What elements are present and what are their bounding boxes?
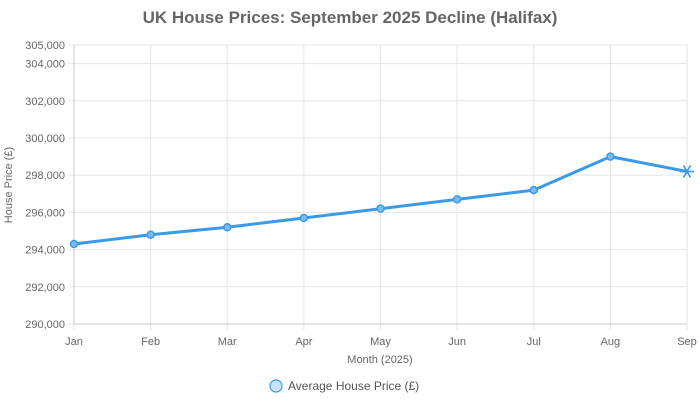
y-axis-ticks: 290,000 292,000 294,000 296,000 298,000 300,0… <box>25 40 65 331</box>
y-tick-label: 298,000 <box>25 170 65 182</box>
x-tick-label: Aug <box>601 336 621 348</box>
y-tick-label: 304,000 <box>25 59 65 71</box>
data-point[interactable] <box>69 239 79 249</box>
chart-title: UK House Prices: September 2025 Decline … <box>143 8 558 27</box>
x-tick-label: Jun <box>448 336 466 348</box>
y-tick-label: 300,000 <box>25 133 65 145</box>
y-tick-label: 292,000 <box>25 282 65 294</box>
y-tick-label: 290,000 <box>25 319 65 331</box>
data-point[interactable] <box>146 230 155 239</box>
data-point[interactable] <box>452 195 462 204</box>
x-tick-label: Jan <box>65 336 83 348</box>
data-point[interactable] <box>299 213 309 223</box>
y-tick-label: 296,000 <box>25 207 65 219</box>
x-axis-label: Month (2025) <box>347 354 412 366</box>
y-tick-label: 302,000 <box>25 96 65 108</box>
x-tick-label: Jul <box>527 336 541 348</box>
y-tick-label: 305,000 <box>25 40 65 52</box>
data-point[interactable] <box>606 152 615 161</box>
data-point[interactable] <box>376 204 385 213</box>
data-point[interactable] <box>529 185 538 195</box>
x-tick-label: Sep <box>677 336 697 348</box>
y-axis-label: House Price (£) <box>3 147 15 223</box>
legend-marker <box>269 379 283 393</box>
x-axis-ticks: Jan Feb Mar Apr May Jun Jul Aug Sep <box>65 336 697 348</box>
legend-label: Average House Price (£) <box>288 379 419 393</box>
x-tick-label: Apr <box>295 336 312 348</box>
legend[interactable]: Average House Price (£) <box>269 379 419 393</box>
x-tick-label: Mar <box>218 336 237 348</box>
grid <box>68 44 688 330</box>
axes <box>73 45 687 325</box>
y-tick-label: 294,000 <box>25 245 65 257</box>
data-point[interactable] <box>223 223 232 232</box>
data-point-star[interactable] <box>680 165 694 178</box>
x-tick-label: May <box>370 336 391 348</box>
x-tick-label: Feb <box>141 336 160 348</box>
series-layer <box>69 152 694 249</box>
